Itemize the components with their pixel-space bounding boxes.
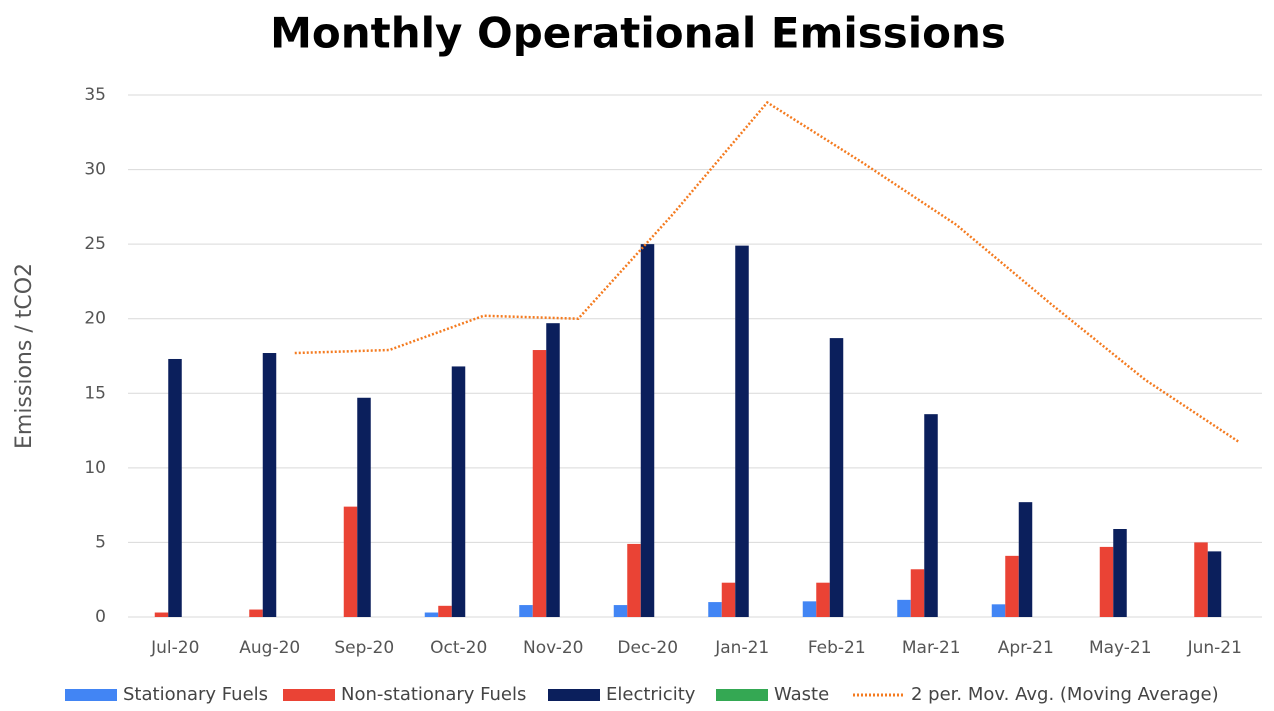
- x-tick-label: Aug-20: [239, 638, 300, 658]
- x-tick-label: Mar-21: [902, 638, 961, 658]
- legend-swatch: [283, 689, 335, 701]
- x-tick-label: Jan-21: [714, 638, 769, 658]
- bar: [924, 414, 938, 617]
- bar: [735, 245, 749, 618]
- bar: [532, 350, 547, 617]
- moving-average-line: [294, 100, 1241, 444]
- legend-label: Stationary Fuels: [123, 684, 268, 705]
- x-tick-label: May-21: [1089, 638, 1152, 658]
- bar: [519, 605, 533, 617]
- legend-label: 2 per. Mov. Avg. (Moving Average): [911, 684, 1219, 705]
- bar: [640, 244, 655, 617]
- bar: [168, 358, 182, 617]
- bar: [991, 604, 1006, 617]
- bar: [1005, 555, 1019, 617]
- bar: [1113, 529, 1127, 617]
- bar: [1207, 551, 1222, 617]
- bar: [424, 612, 439, 617]
- x-tick-label: Oct-20: [430, 638, 487, 658]
- bar: [249, 609, 263, 617]
- bar: [1099, 546, 1114, 617]
- bar: [154, 612, 169, 617]
- bar: [627, 543, 641, 617]
- bar: [1194, 542, 1208, 617]
- x-tick-label: Sep-20: [334, 638, 394, 658]
- bar: [897, 599, 911, 617]
- bar: [546, 323, 560, 617]
- y-tick-label: 15: [84, 383, 106, 403]
- bar: [816, 582, 830, 617]
- y-tick-label: 10: [84, 458, 106, 478]
- legend-swatch: [65, 689, 117, 701]
- y-tick-label: 25: [84, 234, 106, 254]
- bar: [613, 605, 628, 617]
- bar: [721, 582, 736, 617]
- legend-swatch: [548, 689, 600, 701]
- bar: [829, 338, 844, 617]
- bar: [910, 569, 925, 617]
- chart-title: Monthly Operational Emissions: [270, 9, 1006, 58]
- x-tick-label: Jul-20: [150, 638, 199, 658]
- bar: [451, 366, 466, 617]
- bar: [438, 605, 452, 617]
- y-tick-label: 0: [95, 607, 106, 627]
- x-tick-label: Dec-20: [617, 638, 678, 658]
- bar: [357, 397, 371, 617]
- bar: [802, 601, 817, 617]
- x-tick-label: Nov-20: [523, 638, 584, 658]
- legend-label: Non-stationary Fuels: [341, 684, 526, 705]
- x-tick-label: Apr-21: [998, 638, 1054, 658]
- bar: [262, 353, 277, 617]
- y-axis-label: Emissions / tCO2: [12, 263, 37, 449]
- x-tick-label: Feb-21: [808, 638, 866, 658]
- legend-label: Electricity: [606, 684, 696, 705]
- y-tick-label: 5: [95, 532, 106, 552]
- bar: [343, 506, 358, 617]
- y-tick-label: 30: [84, 160, 106, 180]
- legend-label: Waste: [774, 684, 829, 705]
- bar: [708, 602, 722, 617]
- bar: [1018, 502, 1033, 617]
- y-tick-label: 20: [84, 309, 106, 329]
- y-tick-label: 35: [84, 85, 106, 105]
- legend-swatch: [716, 689, 768, 701]
- x-tick-label: Jun-21: [1187, 638, 1242, 658]
